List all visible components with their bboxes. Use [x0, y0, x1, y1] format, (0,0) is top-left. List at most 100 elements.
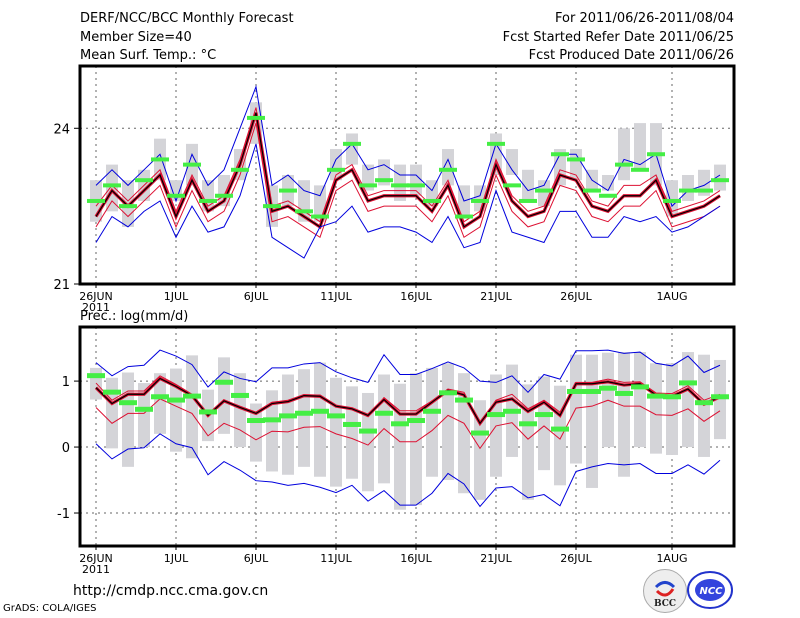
observed-marker — [327, 413, 345, 419]
observed-marker — [535, 412, 553, 418]
bcc-logo: BCC — [643, 569, 687, 613]
observed-marker — [263, 417, 281, 423]
observed-marker — [519, 198, 537, 203]
observed-range-box — [586, 354, 598, 488]
observed-marker — [711, 178, 729, 183]
forecast-started-label: Fcst Started Refer Date 2011/06/25 — [502, 30, 734, 45]
y-tick-label: 21 — [53, 278, 70, 293]
observed-marker — [551, 152, 569, 157]
observed-marker — [359, 428, 377, 434]
x-tick-year-label: 2011 — [82, 563, 110, 576]
observed-range-box — [602, 175, 614, 191]
observed-range-box — [522, 384, 534, 500]
observed-marker — [551, 426, 569, 432]
x-tick-label: 26JUL — [560, 552, 592, 565]
observed-marker — [471, 198, 489, 203]
observed-range-box — [682, 175, 694, 201]
x-tick-label: 21JUL — [480, 290, 512, 303]
observed-marker — [151, 394, 169, 400]
x-tick-label: 6JUL — [244, 290, 269, 303]
spread-lower-line — [95, 398, 721, 450]
observed-range-box — [394, 383, 406, 510]
observed-marker — [87, 373, 105, 379]
observed-marker — [567, 388, 585, 394]
observed-marker — [343, 141, 361, 146]
x-tick-label: 21JUL — [480, 552, 512, 565]
observed-marker — [695, 400, 713, 406]
plot-frame — [78, 325, 736, 548]
observed-marker — [311, 408, 329, 414]
observed-marker — [631, 384, 649, 390]
observed-range-box — [170, 180, 182, 201]
observed-marker — [327, 167, 345, 172]
y-tick-label: 24 — [53, 122, 70, 137]
ensemble-mean-line — [95, 112, 721, 228]
observed-marker — [103, 183, 121, 188]
observed-range-box — [170, 368, 182, 452]
observed-marker — [455, 397, 473, 403]
y-tick-label: -1 — [57, 507, 70, 522]
observed-range-box — [474, 400, 486, 500]
observed-marker — [295, 410, 313, 416]
observed-marker — [583, 388, 601, 394]
observed-marker — [135, 406, 153, 412]
observed-marker — [215, 379, 233, 385]
observed-marker — [151, 157, 169, 162]
observed-range-box — [714, 164, 726, 191]
observed-range-box — [298, 369, 310, 467]
observed-marker — [487, 141, 505, 146]
plot-frame — [78, 64, 736, 286]
observed-range-box — [634, 123, 646, 170]
observed-range-box — [682, 352, 694, 448]
observed-range-box — [282, 374, 294, 475]
observed-marker — [311, 214, 329, 219]
x-tick-label: 26JUN — [79, 552, 113, 565]
observed-range-box — [346, 386, 358, 479]
x-tick-label: 16JUL — [400, 552, 432, 565]
observed-range-box — [666, 363, 678, 455]
observed-range-box — [106, 164, 118, 212]
ensemble-max-line — [95, 349, 721, 394]
observed-range-box — [634, 352, 646, 448]
spread-lower-line — [95, 122, 721, 239]
observed-marker — [583, 188, 601, 193]
observed-marker — [279, 188, 297, 193]
x-tick-year-label: 2011 — [82, 301, 110, 314]
observed-marker — [215, 193, 233, 198]
x-tick-label: 11JUL — [320, 552, 352, 565]
observed-marker — [183, 162, 201, 167]
bcc-logo-text: BCC — [654, 599, 676, 609]
observed-marker — [423, 198, 441, 203]
observed-range-box — [218, 175, 230, 207]
forecast-period-label: For 2011/06/26-2011/08/04 — [555, 11, 734, 26]
observed-marker — [679, 380, 697, 386]
x-tick-label: 1JUL — [164, 552, 189, 565]
observed-marker — [119, 204, 137, 209]
observed-marker — [199, 409, 217, 415]
source-url[interactable]: http://cmdp.ncc.cma.gov.cn — [73, 583, 269, 599]
x-tick-label: 26JUL — [560, 290, 592, 303]
observed-marker — [439, 167, 457, 172]
observed-range-box — [522, 169, 534, 201]
observed-marker — [407, 418, 425, 424]
observed-marker — [295, 209, 313, 214]
ensemble-min-line — [95, 143, 721, 259]
observed-marker — [135, 178, 153, 183]
observed-marker — [391, 183, 409, 188]
observed-range-box — [138, 383, 150, 448]
observed-marker — [375, 410, 393, 416]
observed-marker — [423, 408, 441, 414]
observed-marker — [471, 430, 489, 436]
x-tick-label: 16JUL — [400, 290, 432, 303]
observed-range-box — [106, 377, 118, 449]
observed-range-box — [122, 372, 134, 467]
observed-marker — [663, 198, 681, 203]
observed-range-box — [410, 373, 422, 506]
observed-marker — [567, 157, 585, 162]
ensemble-max-line — [95, 84, 721, 208]
observed-marker — [167, 397, 185, 403]
observed-marker — [167, 193, 185, 198]
x-tick-label: 1AUG — [656, 290, 687, 303]
observed-marker — [103, 389, 121, 395]
